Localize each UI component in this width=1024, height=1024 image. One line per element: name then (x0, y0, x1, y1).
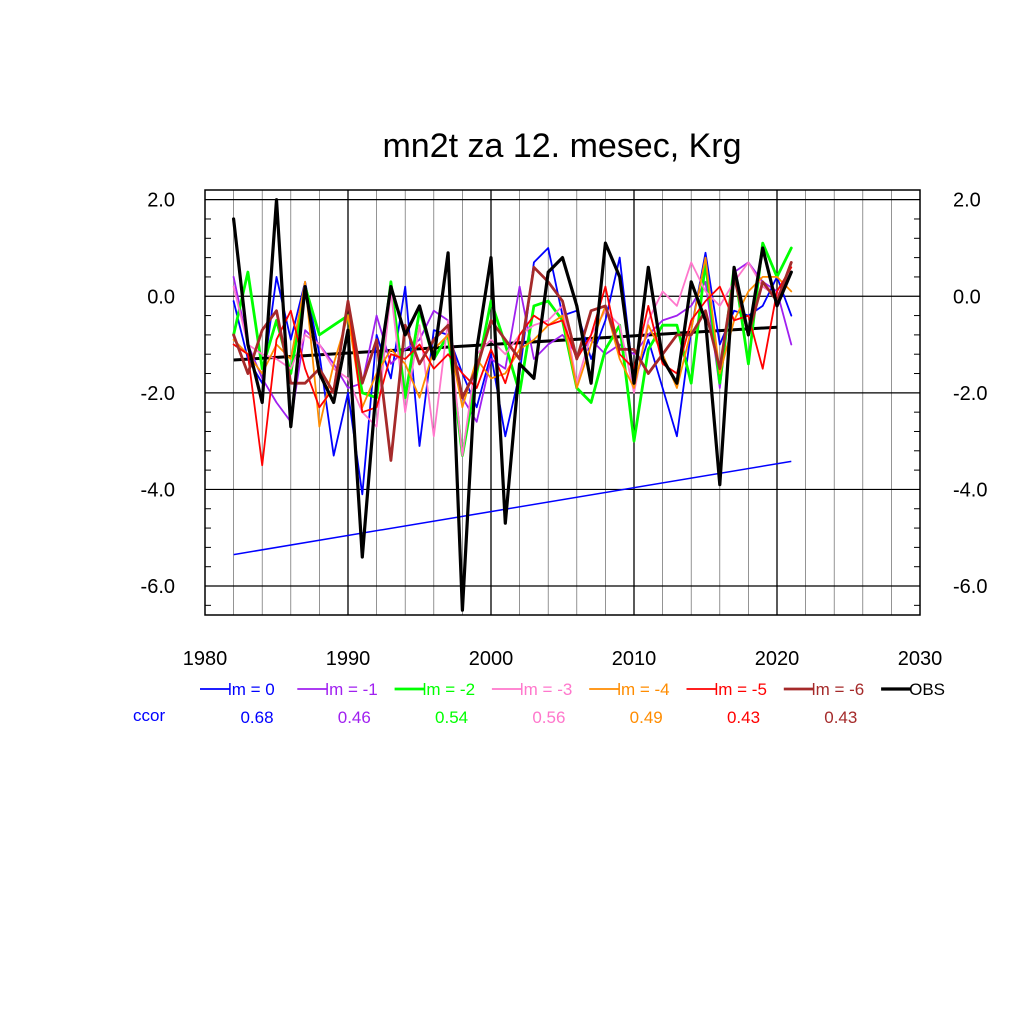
legend-label: OBS (909, 680, 945, 699)
plot-series (232, 198, 793, 612)
legend-label: lm = 0 (228, 680, 275, 699)
x-tick-label: 2000 (469, 648, 514, 670)
legend-label: lm = -6 (812, 680, 864, 699)
legend-label: lm = -4 (617, 680, 669, 699)
ccor-value: 0.43 (824, 708, 857, 727)
ccor-value: 0.56 (532, 708, 565, 727)
y-tick-label-left: 0.0 (147, 286, 175, 308)
legend: lm = 0 0.68 lm = -1 0.46 lm = -2 0.54 lm = -3 0… (133, 680, 945, 727)
chart-title: mn2t za 12. mesec, Krg (382, 127, 741, 165)
legend-label: lm = -2 (423, 680, 475, 699)
y-tick-label-right: -2.0 (953, 383, 987, 405)
y-tick-label-left: 2.0 (147, 190, 175, 212)
ccor-value: 0.49 (630, 708, 663, 727)
ccor-label: ccor (133, 706, 165, 725)
x-tick-label: 2020 (755, 648, 800, 670)
lm-3-series-line (232, 261, 793, 457)
y-tick-label-right: 0.0 (953, 286, 981, 308)
y-tick-label-right: 2.0 (953, 190, 981, 212)
lm-5-series-line (232, 266, 793, 467)
y-tick-label-right: -4.0 (953, 479, 987, 501)
ccor-value: 0.68 (240, 708, 273, 727)
x-tick-label: 2010 (612, 648, 657, 670)
lm-6-series-line (232, 260, 793, 462)
x-tick-label: 2030 (898, 648, 943, 670)
obs-series-line (232, 198, 793, 612)
legend-label: lm = -3 (520, 680, 572, 699)
y-tick-label-left: -2.0 (141, 383, 175, 405)
legend-label: lm = -5 (715, 680, 767, 699)
ccor-value: 0.46 (338, 708, 371, 727)
y-tick-label-right: -6.0 (953, 576, 987, 598)
ccor-value: 0.54 (435, 708, 468, 727)
y-tick-label-left: -4.0 (141, 479, 175, 501)
grid (205, 190, 920, 615)
lm-0-trend-line (233, 460, 792, 556)
axis-ticks: 2.0 2.0 0.0 0.0 -2.0 -2.0 -4.0 -4.0 -6.0 -6.0 1980… (141, 190, 988, 670)
y-tick-label-left: -6.0 (141, 576, 175, 598)
legend-label: lm = -1 (325, 680, 377, 699)
ccor-value: 0.43 (727, 708, 760, 727)
x-tick-label: 1990 (326, 648, 371, 670)
plot-frame (204, 189, 921, 616)
x-tick-label: 1980 (183, 648, 228, 670)
